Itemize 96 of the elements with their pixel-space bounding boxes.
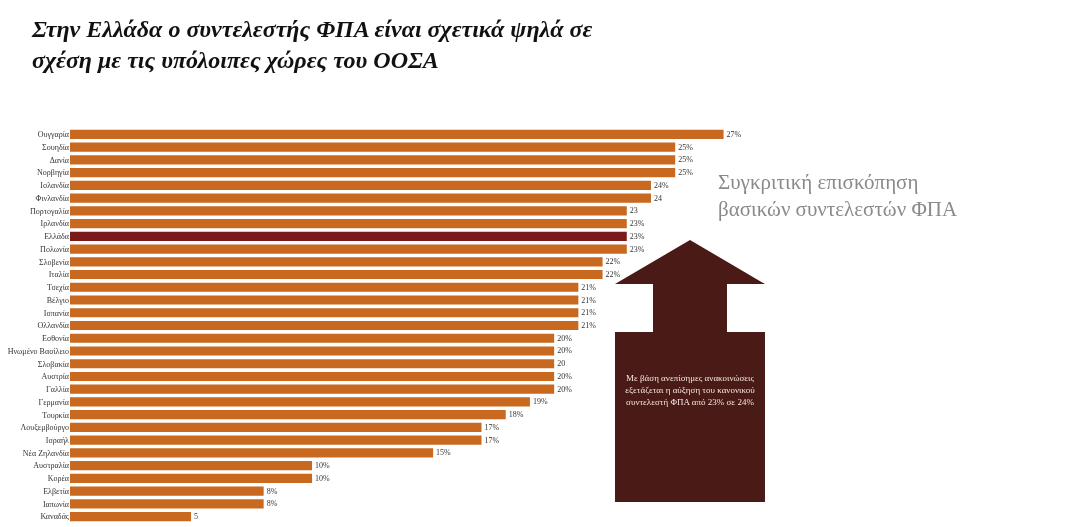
y-tick-label: Σλοβενία	[39, 257, 70, 267]
bar	[70, 371, 555, 382]
data-label: 17%	[484, 435, 500, 445]
data-label: 23	[629, 206, 638, 216]
y-tick-label: Σουηδία	[42, 142, 70, 152]
bar	[70, 168, 676, 178]
bar	[70, 486, 264, 496]
data-label: 25%	[678, 142, 694, 152]
bar	[70, 269, 603, 280]
bar	[70, 435, 482, 445]
data-label: 20%	[557, 333, 573, 343]
bar	[70, 333, 555, 343]
y-tick-label: Κορέα	[47, 474, 70, 484]
data-label: 27%	[726, 129, 742, 139]
data-label: 23%	[629, 219, 645, 229]
y-tick-label: Ισλανδία	[40, 181, 70, 191]
y-tick-label: Ελλάδα	[44, 232, 70, 242]
y-tick-label: Ιρλανδία	[40, 219, 70, 229]
y-tick-label: Αυστραλία	[33, 461, 70, 471]
data-label: 22%	[605, 257, 621, 267]
y-tick-label: Φινλανδία	[35, 193, 70, 203]
y-tick-label: Λουξεμβούργο	[20, 423, 69, 433]
data-label: 20	[557, 359, 566, 369]
data-label: 20%	[557, 384, 573, 394]
data-label: 23%	[629, 231, 645, 241]
y-tick-label: Γαλλία	[46, 385, 70, 395]
y-tick-label: Αυστρία	[41, 372, 70, 382]
bar	[70, 473, 313, 483]
data-label: 8%	[266, 499, 278, 509]
y-tick-label: Ελβετία	[43, 486, 70, 496]
bar	[70, 346, 555, 356]
y-tick-label: Ηνωμένο Βασίλειο	[7, 346, 69, 356]
bar	[70, 422, 482, 433]
bar	[70, 218, 627, 229]
y-tick-label: Βέλγιο	[46, 295, 69, 305]
data-label: 23%	[629, 244, 645, 254]
data-label: 10%	[315, 473, 331, 483]
bar	[70, 129, 724, 139]
bar	[70, 308, 579, 318]
data-label: 21%	[581, 321, 597, 330]
data-label: 20%	[557, 371, 573, 381]
y-tick-label: Γερμανία	[38, 397, 70, 407]
y-tick-label: Νέα Ζηλανδία	[22, 448, 70, 458]
bar	[70, 282, 579, 292]
y-tick-label: Πορτογαλία	[30, 206, 70, 216]
bar	[70, 384, 555, 394]
bar	[70, 206, 627, 216]
data-label: 25%	[678, 155, 694, 165]
bar	[70, 244, 627, 254]
annotation: Με βάση ανεπίσημες ανακοινώσεις εξετάζεται η αύξηση του κανονικού συντελεστή ΦΠΑ από 23% σε 24%	[624, 372, 756, 409]
data-label: 18%	[508, 410, 524, 420]
bar	[70, 448, 434, 458]
bar	[70, 180, 651, 190]
bar	[70, 461, 313, 471]
bar	[70, 155, 676, 165]
y-tick-label: Δανία	[49, 155, 70, 165]
y-tick-label: Ισπανία	[43, 308, 70, 318]
data-label: 21%	[581, 282, 597, 292]
bar	[70, 397, 530, 407]
data-label: 20%	[557, 346, 573, 356]
y-tick-label: Ουγγαρία	[37, 130, 70, 140]
y-tick-label: Εσθονία	[42, 334, 70, 344]
bar	[70, 193, 651, 203]
bar	[70, 499, 264, 509]
data-label: 24	[653, 193, 662, 203]
y-tick-label: Τουρκία	[42, 410, 70, 420]
y-tick-label: Καναδάς	[40, 512, 70, 522]
data-label: 21%	[581, 308, 597, 318]
bar	[70, 320, 579, 331]
y-tick-label: Ιταλία	[48, 270, 70, 280]
data-label: 21%	[581, 295, 597, 305]
bar	[70, 257, 603, 267]
bar	[70, 295, 579, 305]
y-tick-label: Πολωνία	[40, 244, 70, 254]
data-label: 24%	[653, 180, 669, 190]
y-tick-label: Ισραήλ	[45, 435, 70, 445]
chart-title: Στην Ελλάδα ο συντελεστής ΦΠΑ είναι σχετικά ψηλά σε σχέση με τις υπόλοιπες χώρες του ΟΟΣΑ	[30, 15, 593, 74]
bar	[70, 142, 676, 152]
y-tick-label: Σλοβακία	[37, 359, 70, 369]
data-label: 8%	[266, 486, 278, 496]
bar	[70, 231, 627, 241]
y-tick-label: Τσεχία	[47, 283, 70, 293]
bar	[70, 512, 192, 522]
data-label: 17%	[484, 422, 500, 432]
y-tick-label: Ιαπωνία	[42, 499, 70, 509]
bar	[70, 410, 506, 420]
data-label: 25%	[678, 168, 694, 178]
data-label: 22%	[605, 270, 621, 280]
data-label: 15%	[436, 448, 452, 458]
y-tick-label: Ολλανδία	[37, 321, 70, 331]
data-label: 19%	[532, 397, 548, 407]
y-tick-label: Νορβηγία	[37, 168, 70, 178]
data-label: 10%	[315, 461, 331, 471]
annotation: Συγκριτική επισκόπηση βασικών συντελεστών ΦΠΑ	[718, 170, 958, 222]
bar	[70, 359, 555, 369]
data-label: 5	[194, 512, 199, 522]
